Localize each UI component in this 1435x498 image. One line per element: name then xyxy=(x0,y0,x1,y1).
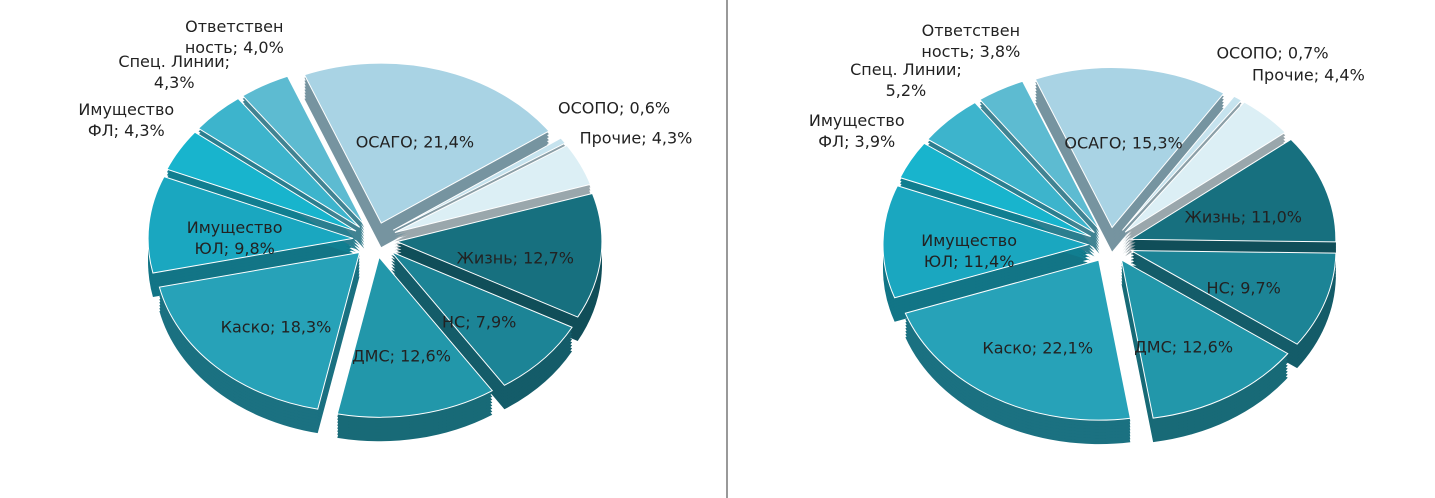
slice xyxy=(395,192,603,318)
slice xyxy=(241,75,365,225)
data-label: Имущество ФЛ; 4,3% xyxy=(78,99,175,140)
slice xyxy=(147,175,354,274)
data-label: Каско; 18,3% xyxy=(220,317,332,337)
slice xyxy=(1122,95,1243,231)
data-label: Жизнь; 12,7% xyxy=(456,248,574,268)
data-label: ДМС; 12,6% xyxy=(352,346,451,366)
data-label: Ответствен ность; 4,0% xyxy=(184,17,284,58)
slice xyxy=(979,80,1100,230)
data-label: Прочие; 4,3% xyxy=(579,128,693,148)
slice xyxy=(882,185,1090,299)
slice xyxy=(1130,250,1337,345)
slice xyxy=(1124,101,1287,233)
slice xyxy=(392,137,567,231)
data-label: ОСОПО; 0,7% xyxy=(1216,43,1329,63)
data-label: Ответствен ность; 3,8% xyxy=(921,21,1021,62)
data-label: Спец. Линии; 4,3% xyxy=(118,51,231,92)
data-label: ОСАГО; 15,3% xyxy=(1064,133,1183,153)
slice xyxy=(1120,259,1289,419)
data-label: Прочие; 4,4% xyxy=(1252,65,1365,85)
slice xyxy=(1034,66,1225,229)
data-label: НС; 7,9% xyxy=(442,312,517,332)
slice xyxy=(927,101,1095,233)
data-label: Имущество ЮЛ; 11,4% xyxy=(921,230,1017,271)
slice xyxy=(394,144,592,233)
data-label: Каско; 22,1% xyxy=(982,338,1094,358)
slice xyxy=(904,259,1131,421)
data-label: Имущество ФЛ; 3,9% xyxy=(808,110,905,151)
data-label: ОСАГО; 21,4% xyxy=(355,132,475,152)
data-label: Спец. Линии; 5,2% xyxy=(850,59,962,100)
slice xyxy=(336,256,494,418)
data-label: Жизнь; 11,0% xyxy=(1184,207,1302,227)
slice xyxy=(899,142,1091,238)
data-label: Имущество ЮЛ; 9,8% xyxy=(186,218,283,259)
slice xyxy=(303,62,550,224)
data-label: ОСОПО; 0,6% xyxy=(558,98,671,118)
data-label: НС; 9,7% xyxy=(1206,278,1281,298)
slice xyxy=(390,251,573,386)
data-label: ДМС; 12,6% xyxy=(1134,337,1234,357)
slice xyxy=(197,97,361,228)
slice xyxy=(166,131,357,232)
slice xyxy=(1129,138,1337,243)
slice xyxy=(158,251,361,410)
